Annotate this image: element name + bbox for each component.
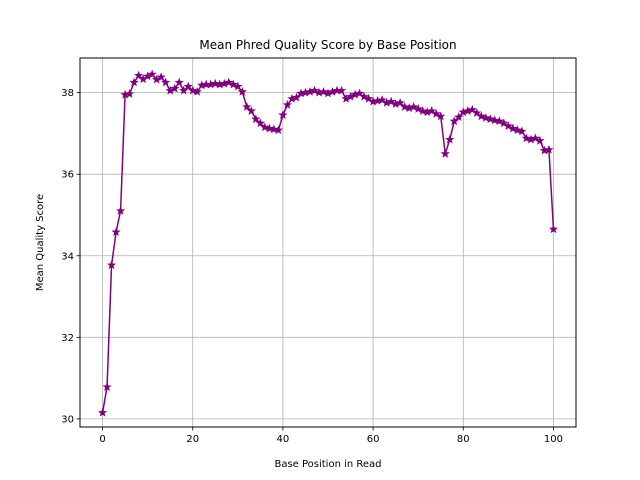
x-axis-ticks: 0 20 40 60 80 100 [99,427,563,445]
data-point [102,382,112,391]
data-point [210,78,220,88]
data-point [490,115,500,125]
y-axis-ticks: 30 32 34 36 38 [61,88,80,425]
data-point [282,100,293,109]
data-point [363,93,374,103]
data-point [318,86,329,96]
data-point [134,70,144,80]
data-point [264,123,274,133]
data-point [503,121,513,131]
data-point [386,96,396,106]
data-point [269,124,279,134]
x-tick-label: 80 [457,434,470,445]
data-point [544,144,554,154]
data-point [251,114,261,124]
data-point [476,111,486,121]
data-point [224,77,234,87]
data-point [273,125,284,135]
data-point [183,81,193,91]
data-point [336,85,347,95]
data-point [440,148,450,158]
chart-title: Mean Phred Quality Score by Base Positio… [199,38,456,52]
x-tick-label: 20 [186,434,199,445]
grid-lines [80,58,576,427]
data-point [97,407,108,417]
x-tick-label: 0 [99,434,105,445]
data-point [454,112,464,122]
data-point [400,102,410,111]
data-point [377,95,387,104]
y-tick-label: 30 [61,414,74,425]
data-point [427,106,437,115]
data-point [409,102,419,111]
data-point [129,77,139,87]
data-point [548,224,559,234]
data-point [472,108,482,117]
data-point [413,104,423,113]
data-point [246,106,256,115]
data-point [174,77,184,87]
data-point [124,89,135,98]
data-point [431,109,441,118]
y-tick-label: 34 [61,251,74,262]
data-point [233,81,243,91]
data-point [418,106,428,115]
data-point [309,85,320,95]
data-point [508,123,518,133]
data-point [499,118,509,128]
data-point [395,98,405,107]
data-point [467,104,477,114]
data-point [237,86,247,96]
data-point [161,77,171,87]
data-point [242,102,252,111]
data-point [481,113,491,122]
x-axis-label: Base Position in Read [274,459,381,470]
x-tick-label: 40 [277,434,290,445]
series-layer [97,69,559,417]
data-point [535,135,545,145]
data-point [106,260,117,270]
data-point [485,114,495,124]
data-point [228,79,238,89]
y-tick-label: 36 [61,170,74,181]
data-point [147,69,157,79]
data-point [521,133,532,143]
data-point [170,83,180,93]
y-tick-label: 38 [61,88,74,99]
data-point [436,111,446,121]
data-point [156,72,166,82]
data-point [255,118,265,128]
y-axis-label: Mean Quality Score [35,194,46,291]
plot-frame [79,57,577,428]
data-point [115,206,126,215]
data-point [192,86,202,96]
data-point [359,91,369,101]
data-point [530,133,541,143]
data-point [188,85,198,95]
data-point [494,116,504,126]
data-point [278,110,288,120]
x-tick-label: 60 [367,434,380,445]
x-tick-label: 100 [544,434,563,445]
data-point [517,126,527,136]
data-point [111,227,121,237]
data-point [512,125,522,135]
data-point [445,134,455,144]
data-point [260,122,270,132]
data-point [354,88,365,98]
y-tick-label: 32 [61,333,74,344]
